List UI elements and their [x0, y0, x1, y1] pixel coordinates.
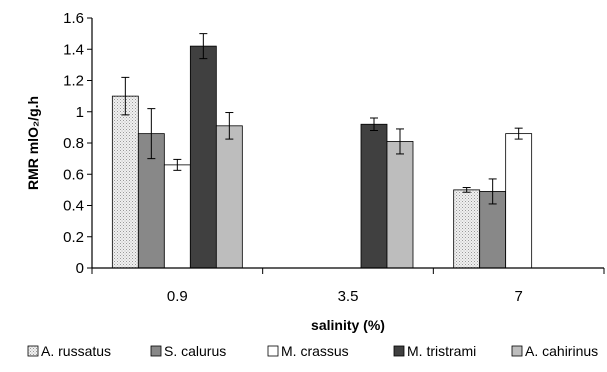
error-bar [396, 128, 404, 155]
error-bar [225, 112, 234, 140]
x-tick-label: 3.5 [338, 288, 359, 305]
legend-swatch [27, 345, 39, 357]
error-bar [121, 76, 130, 116]
legend: A. russatus S. calurus M. crassus M. tristr… [27, 343, 598, 359]
error-bar [199, 33, 208, 60]
y-tick-label: 0 [76, 260, 84, 277]
legend-label: S. calurus [164, 343, 226, 359]
legend-swatch [150, 345, 162, 357]
x-tick-label: 0.9 [167, 288, 188, 305]
y-axis-ticks: 0 0.2 0.4 0.6 0.8 1 1.2 1.4 1.6 [63, 10, 92, 277]
x-tick-label: 7 [514, 288, 522, 305]
legend-item: A. cahirinus [511, 343, 598, 359]
error-bar [147, 108, 156, 160]
bar-a-cahirinus-3.5 [386, 141, 414, 269]
x-axis-ticks: 0.9 3.5 7 [167, 288, 523, 305]
y-tick-label: 0.8 [63, 135, 84, 152]
legend-label: A. russatus [41, 343, 111, 359]
y-tick-label: 0.6 [63, 166, 84, 183]
bar-a-russatus-0.9 [111, 95, 139, 269]
bar-m-crassus-7 [505, 133, 533, 269]
legend-swatch [511, 345, 523, 357]
y-tick-label: 0.2 [63, 229, 84, 246]
legend-label: A. cahirinus [525, 343, 598, 359]
legend-swatch [393, 345, 405, 357]
error-bar [514, 127, 523, 140]
legend-item: A. russatus [27, 343, 111, 359]
error-bar [370, 117, 378, 131]
error-bar [488, 178, 497, 205]
error-bar [462, 187, 471, 193]
legend-item: S. calurus [150, 343, 226, 359]
bar-m-tristrami-3.5 [360, 123, 388, 269]
y-tick-label: 0.4 [63, 198, 84, 215]
bar-a-russatus-7 [453, 189, 481, 269]
y-tick-label: 1.6 [63, 10, 84, 27]
x-axis-title: salinity (%) [311, 317, 385, 333]
legend-label: M. crassus [281, 343, 349, 359]
y-tick-label: 1.2 [63, 73, 84, 90]
y-tick-label: 1 [76, 104, 84, 121]
legend-swatch [267, 345, 279, 357]
legend-item: M. tristrami [393, 343, 476, 359]
error-bars [121, 33, 523, 205]
y-tick-label: 1.4 [63, 41, 84, 58]
axes [91, 18, 605, 274]
y-axis-title: RMR mlO₂/g.h [25, 96, 41, 190]
bar-a-cahirinus-0.9 [215, 125, 243, 269]
bar-m-crassus-0.9 [163, 164, 191, 269]
legend-label: M. tristrami [407, 343, 476, 359]
bar-m-tristrami-0.9 [189, 45, 217, 269]
error-bar [173, 158, 182, 171]
bars [111, 45, 533, 269]
legend-item: M. crassus [267, 343, 349, 359]
